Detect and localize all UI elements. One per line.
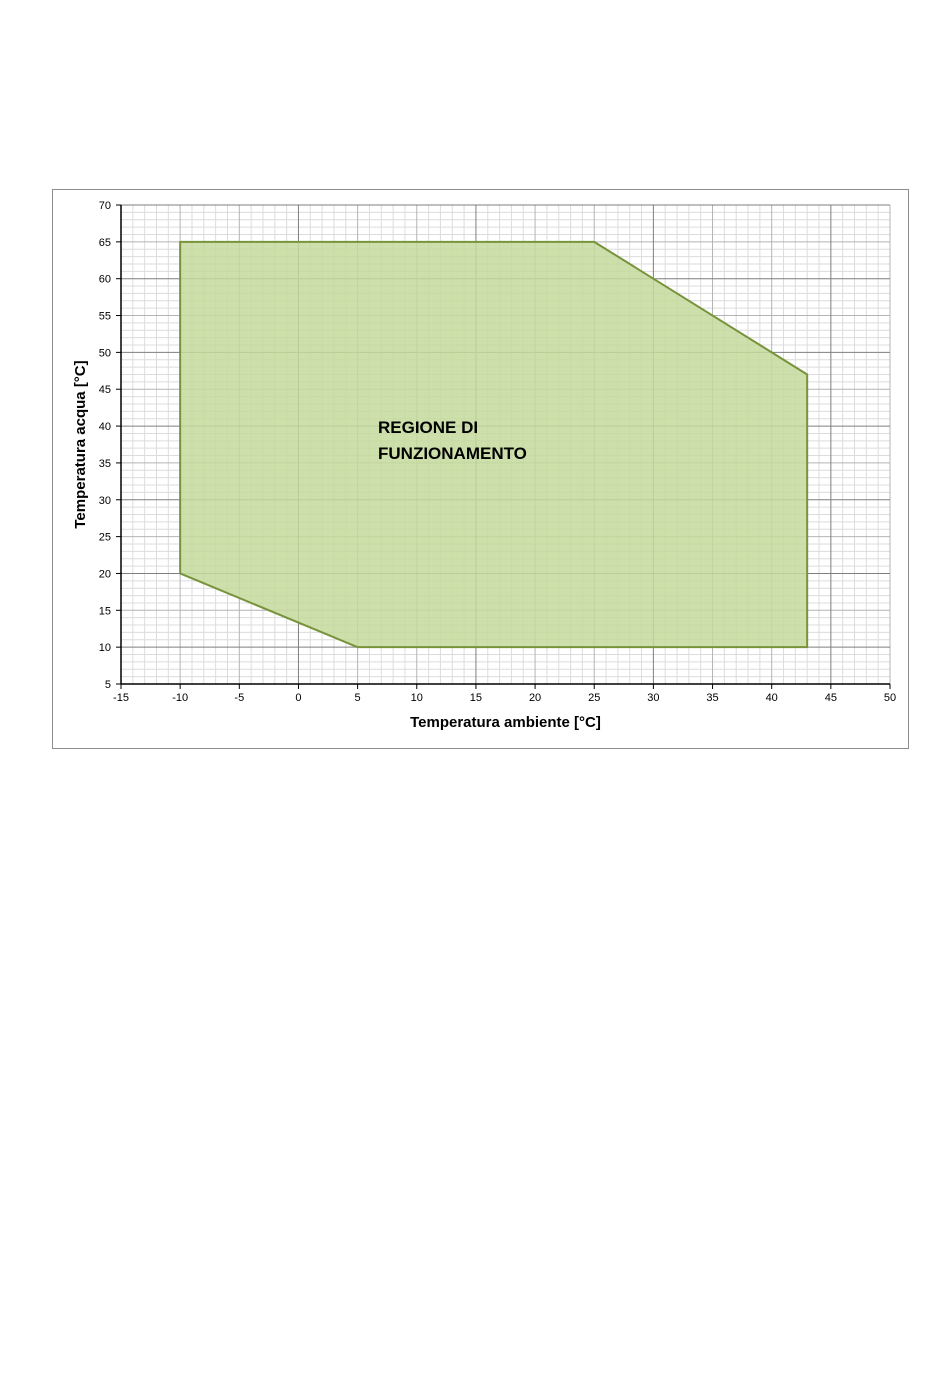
operating-region-layer (179, 240, 809, 649)
y-tick-label: 30 (99, 495, 111, 507)
x-tick-label: 45 (825, 692, 837, 704)
operating-region-polygon (179, 240, 809, 649)
annotation-line: REGIONE DI (378, 418, 478, 437)
y-tick-label: 25 (99, 532, 111, 544)
x-tick-label: -5 (234, 692, 244, 704)
x-tick-label: 35 (706, 692, 718, 704)
y-tick-labels: 5 10 15 20 25 30 35 40 45 50 55 60 65 70 (99, 200, 111, 691)
y-tick-label: 70 (99, 200, 111, 212)
x-tick-label: 40 (766, 692, 778, 704)
x-tick-label: 10 (411, 692, 423, 704)
x-tick-label: -10 (172, 692, 188, 704)
chart-frame: -15 -10 -5 0 5 10 15 20 25 30 35 40 45 50 5 10 15 20 25 30… (52, 189, 909, 749)
x-axis-title: Temperatura ambiente [°C] (410, 714, 601, 731)
x-tick-label: 50 (884, 692, 896, 704)
y-tick-label: 45 (99, 384, 111, 396)
y-tick-label: 55 (99, 311, 111, 323)
annotation-line: FUNZIONAMENTO (378, 444, 527, 463)
operating-range-chart: -15 -10 -5 0 5 10 15 20 25 30 35 40 45 50 5 10 15 20 25 30… (72, 200, 896, 731)
y-tick-label: 50 (99, 347, 111, 359)
region-annotation: REGIONE DI FUNZIONAMENTO (378, 418, 527, 463)
axes (116, 204, 891, 689)
y-tick-label: 10 (99, 642, 111, 654)
y-tick-label: 15 (99, 605, 111, 617)
y-tick-label: 5 (105, 679, 111, 691)
y-tick-label: 40 (99, 421, 111, 433)
y-tick-label: 35 (99, 458, 111, 470)
x-tick-label: 20 (529, 692, 541, 704)
y-tick-label: 60 (99, 274, 111, 286)
x-tick-labels: -15 -10 -5 0 5 10 15 20 25 30 35 40 45 50 (113, 692, 896, 704)
y-tick-label: 65 (99, 237, 111, 249)
x-tick-label: 30 (647, 692, 659, 704)
y-tick-label: 20 (99, 568, 111, 580)
x-tick-label: -15 (113, 692, 129, 704)
x-tick-label: 15 (470, 692, 482, 704)
x-tick-label: 25 (588, 692, 600, 704)
x-tick-label: 0 (295, 692, 301, 704)
x-tick-label: 5 (355, 692, 361, 704)
y-axis-title: Temperatura acqua [°C] (72, 360, 89, 528)
